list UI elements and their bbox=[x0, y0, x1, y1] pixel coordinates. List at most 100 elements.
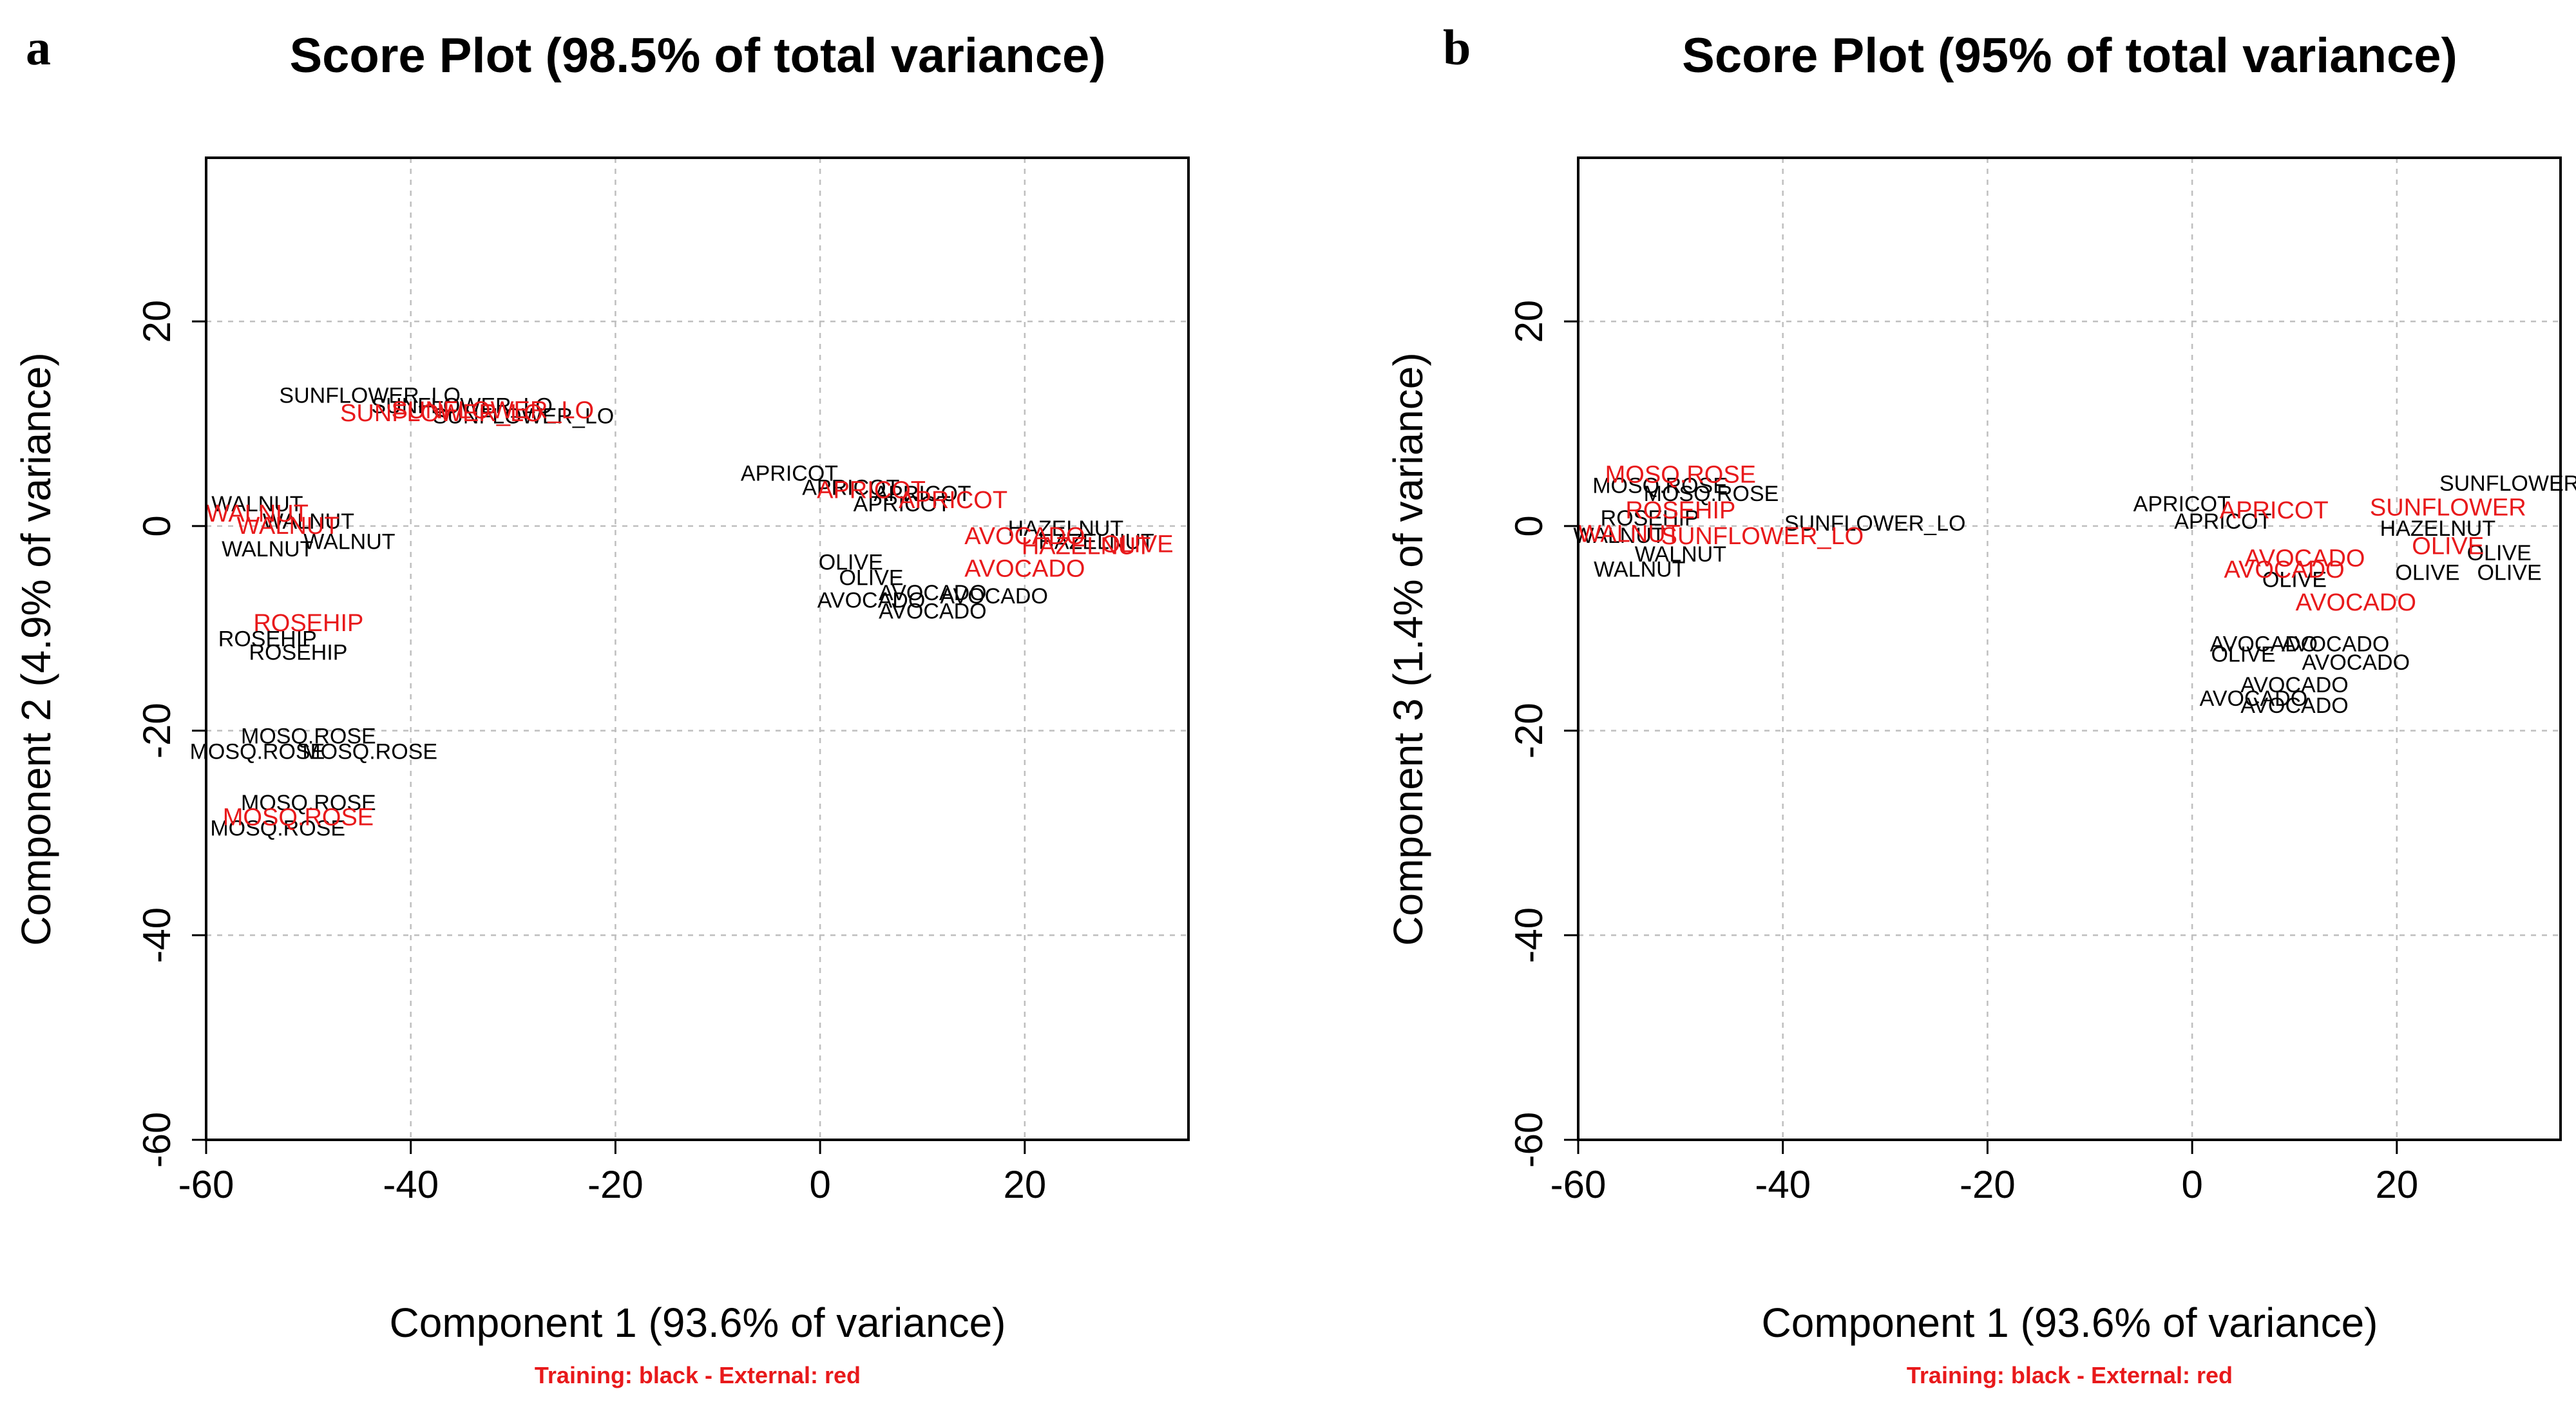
training-point-label: APRICOT bbox=[2174, 509, 2271, 534]
external-point-label: ROSEHIP bbox=[253, 610, 363, 637]
training-point-label: MOSQ.ROSE bbox=[241, 791, 376, 815]
chart-title-b: Score Plot (95% of total variance) bbox=[1682, 28, 2457, 83]
training-point-label: ROSEHIP bbox=[1601, 506, 1699, 531]
training-point-label: ROSEHIP bbox=[218, 627, 317, 652]
y-tick-label: -20 bbox=[1507, 703, 1550, 759]
chart-title-a: Score Plot (98.5% of total variance) bbox=[289, 28, 1105, 83]
legend-note-b: Training: black - External: red bbox=[1907, 1362, 2233, 1388]
training-point-label: AVOCADO bbox=[2282, 632, 2390, 657]
training-point-label: OLIVE bbox=[2211, 642, 2275, 667]
external-point-label: OLIVE bbox=[1102, 531, 1174, 558]
external-point-label: SUNFLOWER_LO bbox=[1661, 523, 1864, 550]
axis-ticks-b: -60 -40 -20 0 20 -60 -40 -20 0 20 bbox=[1507, 300, 2418, 1206]
y-tick-label: -60 bbox=[135, 1112, 178, 1168]
training-point-label: SUNFLOWER bbox=[2439, 471, 2576, 496]
panel-label-a: a bbox=[26, 19, 51, 75]
training-point-label: AVOCADO bbox=[940, 584, 1048, 609]
x-tick-label: -60 bbox=[178, 1163, 234, 1206]
y-axis-label-b: Component 3 (1.4% of variance) bbox=[1385, 352, 1431, 945]
x-tick-label: 20 bbox=[2375, 1163, 2418, 1206]
external-point-label: SUNFLOWER_LO bbox=[340, 400, 543, 427]
y-tick-label: 0 bbox=[135, 515, 178, 536]
training-point-label: AVOCADO bbox=[2210, 632, 2318, 657]
y-tick-label: 20 bbox=[1507, 300, 1550, 343]
training-point-label: OLIVE bbox=[2477, 560, 2541, 585]
panel-b: b Score Plot (95% of total variance) MOS… bbox=[1385, 19, 2576, 1388]
x-tick-label: 0 bbox=[809, 1163, 830, 1206]
external-labels-a: SUNFLOWER_LOSUNFLOWER_LOAPRICOTAPRICOTAV… bbox=[206, 397, 1174, 831]
y-tick-label: 0 bbox=[1507, 515, 1550, 536]
external-point-label: AVOCADO bbox=[2224, 556, 2344, 583]
x-axis-label-a: Component 1 (93.6% of variance) bbox=[390, 1300, 1006, 1346]
external-point-label: WALNUT bbox=[237, 513, 339, 540]
training-point-label: APRICOT bbox=[741, 461, 838, 486]
x-tick-label: -40 bbox=[383, 1163, 439, 1206]
training-point-label: MOSQ.ROSE bbox=[1592, 473, 1728, 498]
training-point-label: WALNUT bbox=[303, 530, 395, 554]
training-point-label: WALNUT bbox=[1573, 524, 1665, 548]
training-point-label: OLIVE bbox=[2467, 541, 2532, 565]
external-point-label: MOSQ.ROSE bbox=[1605, 461, 1756, 488]
y-tick-label: -20 bbox=[135, 703, 178, 759]
x-tick-label: 0 bbox=[2181, 1163, 2202, 1206]
training-point-label: SUNFLOWER_LO bbox=[371, 393, 553, 418]
x-tick-label: -60 bbox=[1550, 1163, 1607, 1206]
x-tick-label: 20 bbox=[1003, 1163, 1046, 1206]
training-point-label: WALNUT bbox=[1594, 558, 1685, 582]
training-point-label: MOSQ.ROSE bbox=[210, 816, 345, 840]
training-point-label: MOSQ.ROSE bbox=[302, 739, 437, 764]
external-point-label: APRICOT bbox=[899, 487, 1007, 514]
y-tick-label: -40 bbox=[1507, 907, 1550, 963]
training-point-label: APRICOT bbox=[802, 476, 899, 500]
external-point-label: APRICOT bbox=[817, 477, 926, 504]
training-point-label: WALNUT bbox=[211, 492, 303, 516]
training-point-label: AVOCADO bbox=[2240, 694, 2349, 718]
grid-a bbox=[205, 158, 1188, 1141]
training-point-label: OLIVE bbox=[2262, 567, 2327, 592]
training-point-label: AVOCADO bbox=[879, 600, 987, 624]
training-point-label: HAZELNUT bbox=[1038, 530, 1154, 554]
external-point-label: HAZELNUT bbox=[1022, 533, 1151, 560]
training-point-label: SUNFLOWER_LO bbox=[433, 404, 615, 428]
external-point-label: APRICOT bbox=[2220, 497, 2329, 524]
y-tick-label: 20 bbox=[135, 300, 178, 343]
training-point-label: OLIVE bbox=[839, 565, 903, 590]
external-point-label: SUNFLOWER_LO bbox=[391, 397, 594, 424]
axis-ticks-a: -60 -40 -20 0 20 -60 -40 -20 0 20 bbox=[135, 300, 1046, 1206]
training-point-label: AVOCADO bbox=[879, 581, 987, 605]
training-point-label: HAZELNUT bbox=[1008, 516, 1123, 541]
x-tick-label: -20 bbox=[1960, 1163, 2016, 1206]
external-point-label: OLIVE bbox=[2412, 533, 2484, 560]
training-point-label: AVOCADO bbox=[817, 588, 926, 612]
training-point-label: HAZELNUT bbox=[2380, 516, 2495, 541]
external-labels-b: MOSQ.ROSEROSEHIPWALNUTSUNFLOWER_LOAPRICO… bbox=[1578, 461, 2526, 616]
training-point-label: APRICOT bbox=[873, 482, 971, 506]
y-axis-label-a: Component 2 (4.9% of variance) bbox=[13, 352, 59, 945]
training-point-label: OLIVE bbox=[819, 550, 883, 574]
training-point-label: ROSEHIP bbox=[249, 640, 347, 665]
training-point-label: APRICOT bbox=[854, 492, 951, 516]
training-point-label: WALNUT bbox=[222, 537, 313, 562]
training-point-label: MOSQ.ROSE bbox=[241, 724, 376, 749]
training-point-label: SUNFLOWER_LO bbox=[1784, 511, 1966, 536]
grid-b bbox=[1577, 158, 2561, 1141]
external-point-label: ROSEHIP bbox=[1625, 497, 1735, 524]
x-tick-label: -20 bbox=[587, 1163, 644, 1206]
training-point-label: MOSQ.ROSE bbox=[1644, 482, 1779, 506]
plot-frame-a bbox=[205, 156, 1190, 1141]
x-axis-label-b: Component 1 (93.6% of variance) bbox=[1762, 1300, 2378, 1346]
training-point-label: SUNFLOWER_LO bbox=[279, 384, 461, 408]
panel-label-b: b bbox=[1443, 19, 1471, 75]
training-point-label: OLIVE bbox=[2395, 560, 2459, 585]
training-point-label: AVOCADO bbox=[2200, 686, 2308, 711]
panel-a: a Score Plot (98.5% of total variance) S… bbox=[13, 19, 1190, 1388]
training-point-label: WALNUT bbox=[1635, 542, 1726, 567]
external-point-label: WALNUT bbox=[1578, 521, 1681, 548]
external-point-label: AVOCADO bbox=[964, 556, 1085, 583]
external-point-label: AVOCADO bbox=[2244, 545, 2365, 572]
plot-frame-b bbox=[1577, 156, 2562, 1141]
training-point-label: AVOCADO bbox=[2240, 673, 2349, 697]
y-tick-label: -40 bbox=[135, 907, 178, 963]
